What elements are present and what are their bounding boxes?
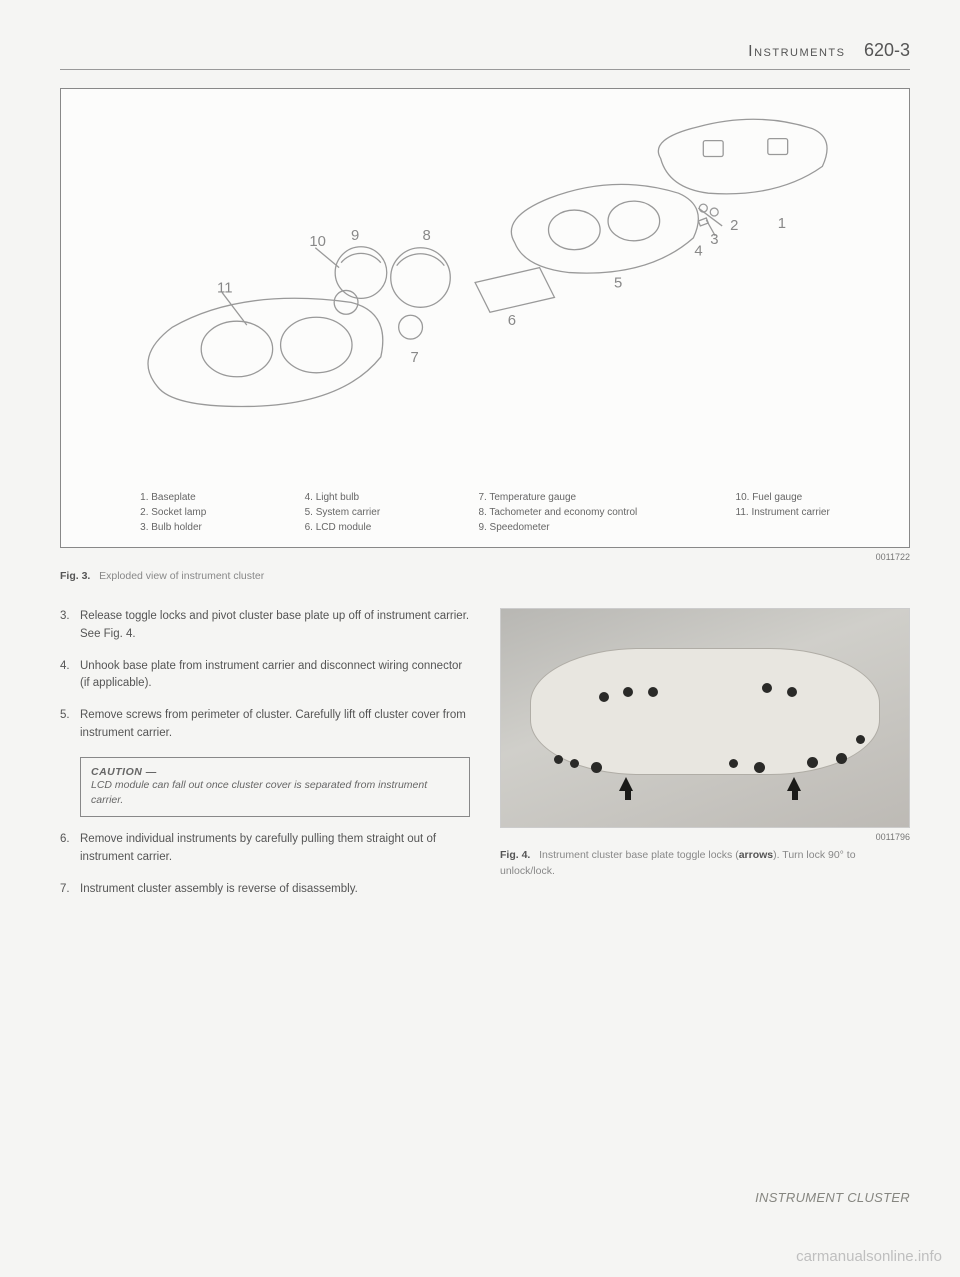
- step-text: Release toggle locks and pivot cluster b…: [80, 610, 469, 640]
- photo-figure-caption: Fig. 4. Instrument cluster base plate to…: [500, 848, 910, 880]
- part-label: 11. Instrument carrier: [736, 505, 830, 520]
- right-column: 0011796 Fig. 4. Instrument cluster base …: [500, 608, 910, 913]
- parts-col-3: 7. Temperature gauge 8. Tachometer and e…: [478, 490, 637, 535]
- callout-7: 7: [411, 350, 419, 366]
- two-column-body: 3. Release toggle locks and pivot cluste…: [60, 608, 910, 913]
- callout-8: 8: [422, 228, 430, 244]
- arrow-left-icon: [619, 777, 633, 791]
- part-label: 7. Temperature gauge: [478, 490, 637, 505]
- caution-box: CAUTION — LCD module can fall out once c…: [80, 757, 470, 817]
- fig4-text-a: Instrument cluster base plate toggle loc…: [539, 849, 739, 861]
- callout-4: 4: [694, 244, 702, 260]
- section-footer: INSTRUMENT CLUSTER: [755, 1190, 910, 1205]
- callout-10: 10: [309, 234, 326, 250]
- callout-3: 3: [710, 232, 718, 248]
- watermark: carmanualsonline.info: [796, 1248, 942, 1265]
- callout-1: 1: [778, 216, 786, 232]
- part-label: 6. LCD module: [305, 520, 381, 535]
- step-text: Instrument cluster assembly is reverse o…: [80, 883, 358, 895]
- step-3: 3. Release toggle locks and pivot cluste…: [60, 608, 470, 644]
- fig4-label: Fig. 4.: [500, 849, 530, 861]
- fig3-text: Exploded view of instrument cluster: [99, 570, 264, 582]
- step-5: 5. Remove screws from perimeter of clust…: [60, 707, 470, 743]
- header-title: Instruments: [748, 43, 845, 60]
- part-label: 10. Fuel gauge: [736, 490, 830, 505]
- diagram-figure-id: 0011722: [60, 552, 910, 562]
- step-text: Remove individual instruments by careful…: [80, 833, 436, 863]
- parts-col-4: 10. Fuel gauge 11. Instrument carrier: [736, 490, 830, 535]
- callout-5: 5: [614, 275, 622, 291]
- header-pagenum: 620-3: [864, 40, 910, 60]
- step-number: 4.: [60, 658, 70, 676]
- callout-11: 11: [217, 280, 232, 296]
- exploded-diagram-frame: 11 10 9 8 7 6 5 4 3 2 1 1. Baseplate 2. …: [60, 88, 910, 548]
- callout-9: 9: [351, 228, 359, 244]
- step-7: 7. Instrument cluster assembly is revers…: [60, 881, 470, 899]
- left-column: 3. Release toggle locks and pivot cluste…: [60, 608, 470, 913]
- step-4: 4. Unhook base plate from instrument car…: [60, 658, 470, 694]
- part-label: 4. Light bulb: [305, 490, 381, 505]
- photo-figure-id: 0011796: [500, 832, 910, 842]
- exploded-diagram: 11 10 9 8 7 6 5 4 3 2 1: [61, 89, 909, 446]
- step-number: 6.: [60, 831, 70, 849]
- step-6: 6. Remove individual instruments by care…: [60, 831, 470, 867]
- parts-col-1: 1. Baseplate 2. Socket lamp 3. Bulb hold…: [140, 490, 206, 535]
- page-header: Instruments 620-3: [60, 40, 910, 70]
- part-label: 5. System carrier: [305, 505, 381, 520]
- parts-col-2: 4. Light bulb 5. System carrier 6. LCD m…: [305, 490, 381, 535]
- part-label: 1. Baseplate: [140, 490, 206, 505]
- page: Instruments 620-3: [0, 0, 960, 1277]
- arrow-right-icon: [787, 777, 801, 791]
- fig3-label: Fig. 3.: [60, 570, 90, 582]
- step-number: 7.: [60, 881, 70, 899]
- step-text: Remove screws from perimeter of cluster.…: [80, 709, 466, 739]
- part-label: 3. Bulb holder: [140, 520, 206, 535]
- step-number: 3.: [60, 608, 70, 626]
- step-number: 5.: [60, 707, 70, 725]
- callout-2: 2: [730, 218, 738, 234]
- fig4-bold: arrows: [739, 849, 773, 861]
- diagram-figure-caption: Fig. 3. Exploded view of instrument clus…: [60, 570, 910, 582]
- part-label: 8. Tachometer and economy control: [478, 505, 637, 520]
- parts-legend: 1. Baseplate 2. Socket lamp 3. Bulb hold…: [61, 490, 909, 535]
- part-label: 9. Speedometer: [478, 520, 637, 535]
- cluster-shape: [530, 648, 881, 774]
- step-text: Unhook base plate from instrument carrie…: [80, 660, 462, 690]
- caution-body: LCD module can fall out once cluster cov…: [91, 778, 459, 808]
- caution-heading: CAUTION —: [91, 766, 459, 778]
- part-label: 2. Socket lamp: [140, 505, 206, 520]
- cluster-back-photo: [500, 608, 910, 828]
- callout-6: 6: [508, 313, 516, 329]
